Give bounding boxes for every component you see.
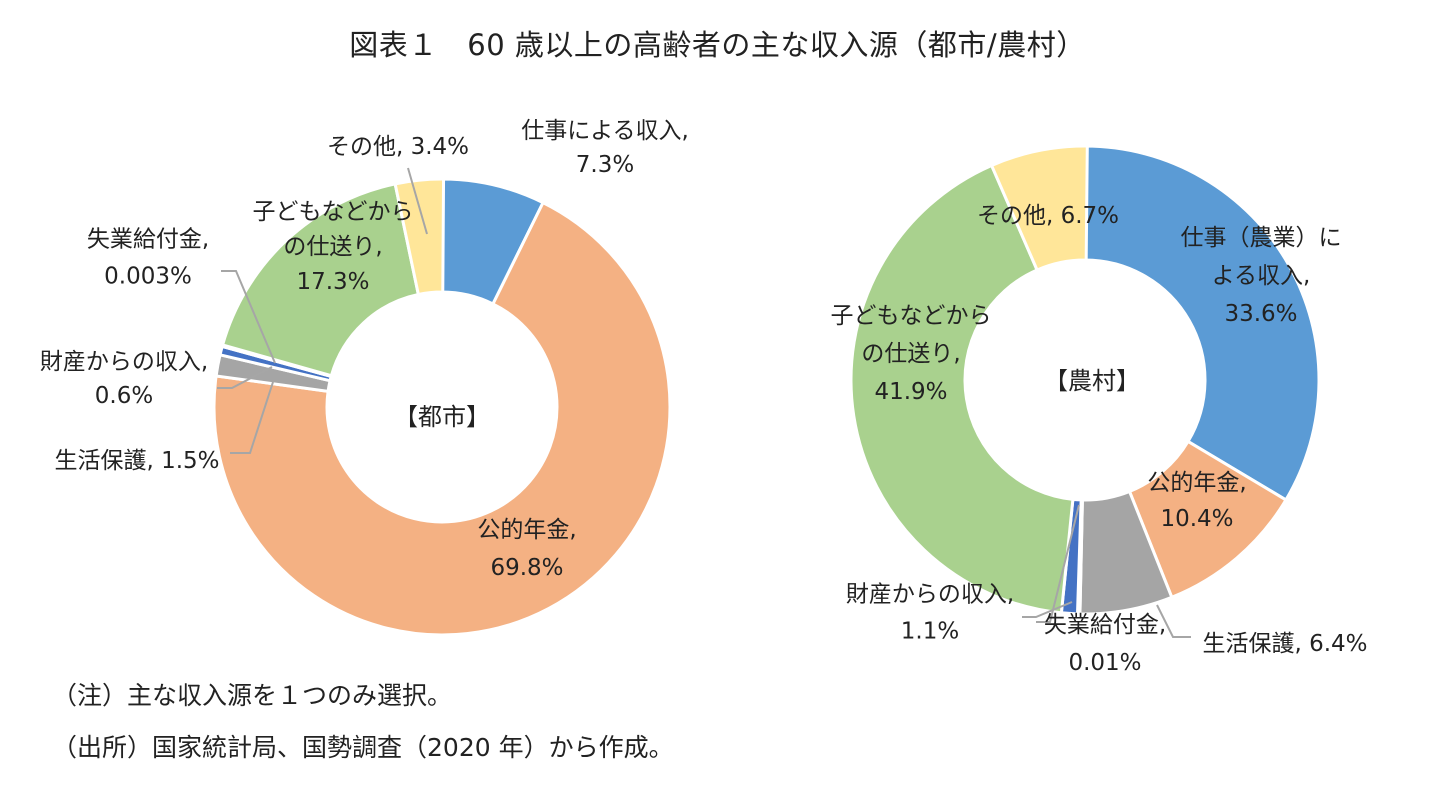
data-label-rural-5: 子どもなどからの仕送り, 41.9%: [831, 303, 992, 405]
data-label-rural-2: 生活保護, 6.4%: [1202, 631, 1367, 657]
data-label-rural-3: 失業給付金, 0.01%: [1044, 612, 1166, 676]
data-label-urban-3: 財産からの収入, 0.6%: [40, 349, 208, 409]
leader-line-urban-4: [221, 270, 276, 364]
data-label-rural-1: 公的年金, 10.4%: [1147, 470, 1246, 532]
donut-rural: 仕事（農業）による収入, 33.6% 公的年金, 10.4% 生活保護, 6.4% 失業給…: [831, 144, 1368, 676]
data-label-urban-6: その他, 3.4%: [327, 134, 469, 160]
data-label-rural-4: 財産からの収入, 1.1%: [846, 582, 1014, 645]
slice-urban-1: [212, 200, 672, 637]
data-label-urban-5: 子どもなどからの仕送り, 17.3%: [253, 199, 414, 295]
data-label-urban-2: 生活保護, 1.5%: [54, 448, 219, 474]
center-label-rural: 【農村】: [1044, 367, 1140, 395]
leader-line-urban-6: [407, 167, 428, 235]
slice-rural-6: [989, 144, 1089, 272]
leader-line-urban-3: [217, 366, 273, 389]
data-label-urban-1: 公的年金, 69.8%: [477, 517, 576, 581]
leader-line-rural-4: [1022, 601, 1073, 618]
figure-title: 図表１ 60 歳以上の高齢者の主な収入源（都市/農村）: [349, 28, 1086, 62]
data-label-urban-4: 失業給付金, 0.003%: [87, 227, 209, 290]
source-text: （出所）国家統計局、国勢調査（2020 年）から作成。: [52, 733, 674, 762]
leader-line-rural-3: [1036, 504, 1080, 623]
note-text: （注）主な収入源を１つのみ選択。: [52, 681, 453, 710]
slice-rural-5: [849, 163, 1075, 615]
leader-line-urban-2: [230, 381, 274, 454]
data-label-urban-0: 仕事による収入, 7.3%: [521, 118, 689, 178]
slice-urban-5: [220, 182, 421, 378]
center-label-urban: 【都市】: [394, 403, 490, 431]
slice-rural-0: [1083, 144, 1321, 502]
data-label-rural-0: 仕事（農業）による収入, 33.6%: [1181, 225, 1342, 327]
leader-line-rural-2: [1156, 604, 1191, 638]
donut-urban: 仕事による収入, 7.3% 公的年金, 69.8% 生活保護, 1.5% 財産からの収入,…: [40, 118, 689, 637]
data-label-rural-6: その他, 6.7%: [977, 203, 1119, 229]
